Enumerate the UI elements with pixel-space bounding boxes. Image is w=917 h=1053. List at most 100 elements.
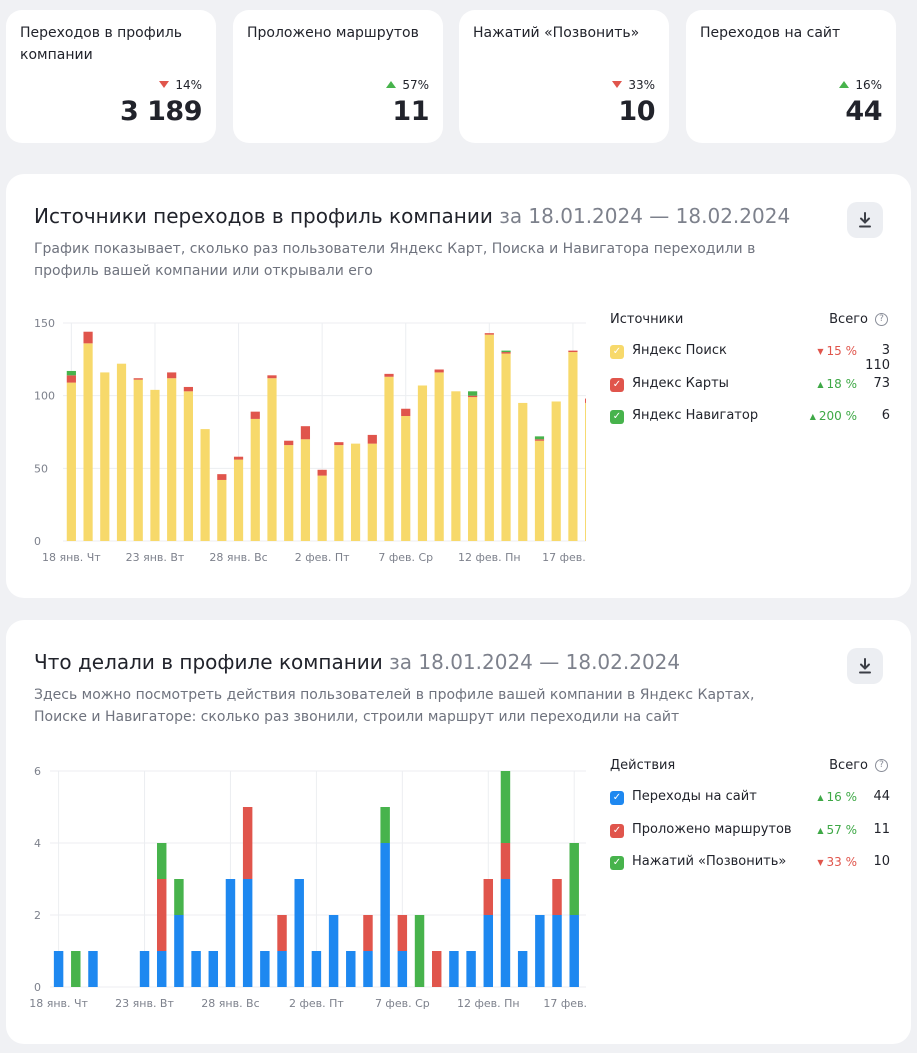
checkmark-icon[interactable]: ✓ bbox=[610, 824, 624, 838]
bar-segment[interactable] bbox=[139, 951, 150, 987]
bar-segment[interactable] bbox=[397, 915, 408, 951]
bar-segment[interactable] bbox=[217, 479, 227, 541]
bar-segment[interactable] bbox=[535, 915, 545, 987]
bar-segment[interactable] bbox=[484, 333, 494, 335]
bar-segment[interactable] bbox=[167, 378, 177, 541]
legend-item-navigator[interactable]: ✓ Яндекс Навигатор ▲ 200 % 6 bbox=[610, 407, 890, 427]
question-icon[interactable]: ? bbox=[875, 313, 888, 326]
kpi-card-calls[interactable]: Нажатий «Позвонить» 33% 10 bbox=[459, 10, 669, 143]
bar-segment[interactable] bbox=[317, 475, 327, 541]
bar-segment[interactable] bbox=[468, 391, 478, 396]
legend-item-calls[interactable]: ✓ Нажатий «Позвонить» ▼ 33 % 10 bbox=[610, 853, 890, 873]
bar-segment[interactable] bbox=[397, 951, 408, 987]
bar-segment[interactable] bbox=[569, 915, 579, 987]
bar-segment[interactable] bbox=[191, 951, 201, 987]
bar-segment[interactable] bbox=[71, 951, 81, 987]
bar-segment[interactable] bbox=[534, 440, 545, 541]
download-button[interactable] bbox=[847, 202, 883, 238]
bar-segment[interactable] bbox=[250, 411, 260, 419]
bar-segment[interactable] bbox=[484, 334, 494, 541]
bar-segment[interactable] bbox=[267, 375, 277, 379]
bar-segment[interactable] bbox=[334, 445, 344, 541]
bar-segment[interactable] bbox=[242, 807, 253, 879]
bar-segment[interactable] bbox=[384, 373, 394, 377]
bar-segment[interactable] bbox=[66, 370, 76, 376]
bar-segment[interactable] bbox=[483, 915, 494, 987]
bar-segment[interactable] bbox=[311, 951, 322, 987]
bar-segment[interactable] bbox=[534, 439, 545, 441]
bar-segment[interactable] bbox=[380, 807, 390, 843]
bar-segment[interactable] bbox=[83, 343, 93, 541]
bar-segment[interactable] bbox=[431, 951, 442, 987]
question-icon[interactable]: ? bbox=[875, 759, 888, 772]
bar-segment[interactable] bbox=[88, 951, 98, 987]
bar-segment[interactable] bbox=[468, 397, 478, 541]
legend-item-site[interactable]: ✓ Переходы на сайт ▲ 16 % 44 bbox=[610, 788, 890, 808]
bar-segment[interactable] bbox=[384, 376, 394, 541]
bar-segment[interactable] bbox=[363, 951, 373, 987]
bar-segment[interactable] bbox=[277, 915, 287, 951]
checkmark-icon[interactable]: ✓ bbox=[610, 856, 624, 870]
bar-segment[interactable] bbox=[217, 474, 227, 480]
bar-segment[interactable] bbox=[434, 369, 444, 373]
bar-segment[interactable] bbox=[552, 915, 562, 987]
bar-segment[interactable] bbox=[500, 843, 511, 879]
checkmark-icon[interactable]: ✓ bbox=[610, 791, 624, 805]
kpi-card-profile-visits[interactable]: Переходов в профиль компании 14% 3 189 bbox=[6, 10, 216, 143]
legend-item-routes[interactable]: ✓ Проложено маршрутов ▲ 57 % 11 bbox=[610, 821, 890, 841]
bar-segment[interactable] bbox=[367, 443, 377, 541]
bar-segment[interactable] bbox=[483, 879, 494, 915]
bar-segment[interactable] bbox=[363, 915, 373, 951]
bar-segment[interactable] bbox=[569, 843, 579, 915]
bar-segment[interactable] bbox=[568, 352, 578, 541]
bar-segment[interactable] bbox=[174, 879, 184, 915]
bar-segment[interactable] bbox=[501, 353, 511, 541]
bar-segment[interactable] bbox=[83, 331, 93, 344]
bar-segment[interactable] bbox=[317, 469, 327, 476]
bar-segment[interactable] bbox=[380, 843, 390, 987]
bar-segment[interactable] bbox=[150, 389, 160, 541]
bar-segment[interactable] bbox=[250, 418, 260, 541]
bar-segment[interactable] bbox=[100, 372, 110, 541]
bar-segment[interactable] bbox=[417, 385, 428, 541]
bar-segment[interactable] bbox=[156, 843, 167, 879]
bar-segment[interactable] bbox=[133, 379, 143, 541]
bar-segment[interactable] bbox=[434, 372, 444, 541]
bar-segment[interactable] bbox=[500, 771, 511, 843]
bar-segment[interactable] bbox=[66, 382, 76, 541]
bar-segment[interactable] bbox=[200, 429, 210, 541]
legend-item-maps[interactable]: ✓ Яндекс Карты ▲ 18 % 73 bbox=[610, 375, 890, 395]
checkmark-icon[interactable]: ✓ bbox=[610, 378, 624, 392]
bar-segment[interactable] bbox=[401, 416, 411, 541]
bar-segment[interactable] bbox=[66, 375, 76, 383]
bar-segment[interactable] bbox=[350, 443, 361, 541]
bar-segment[interactable] bbox=[585, 398, 586, 403]
bar-segment[interactable] bbox=[156, 879, 167, 951]
bar-segment[interactable] bbox=[53, 951, 64, 987]
bar-segment[interactable] bbox=[267, 378, 277, 541]
bar-segment[interactable] bbox=[401, 408, 411, 417]
bar-segment[interactable] bbox=[208, 951, 219, 987]
bar-segment[interactable] bbox=[242, 879, 253, 987]
bar-segment[interactable] bbox=[183, 391, 193, 541]
bar-segment[interactable] bbox=[518, 402, 528, 541]
bar-segment[interactable] bbox=[174, 915, 184, 987]
bar-segment[interactable] bbox=[551, 401, 561, 541]
bar-segment[interactable] bbox=[294, 879, 304, 987]
bar-segment[interactable] bbox=[277, 951, 287, 987]
bar-segment[interactable] bbox=[517, 951, 528, 987]
bar-segment[interactable] bbox=[167, 372, 177, 379]
checkmark-icon[interactable]: ✓ bbox=[610, 345, 624, 359]
bar-segment[interactable] bbox=[300, 439, 311, 541]
bar-segment[interactable] bbox=[328, 915, 339, 987]
bar-segment[interactable] bbox=[284, 440, 294, 446]
bar-segment[interactable] bbox=[156, 951, 167, 987]
bar-segment[interactable] bbox=[225, 879, 236, 987]
bar-segment[interactable] bbox=[466, 951, 476, 987]
bar-segment[interactable] bbox=[260, 951, 270, 987]
legend-item-search[interactable]: ✓ Яндекс Поиск ▼ 15 % 3 110 bbox=[610, 342, 890, 373]
bar-segment[interactable] bbox=[500, 879, 511, 987]
bar-segment[interactable] bbox=[233, 459, 244, 541]
bar-segment[interactable] bbox=[534, 436, 545, 440]
bar-segment[interactable] bbox=[451, 391, 461, 541]
